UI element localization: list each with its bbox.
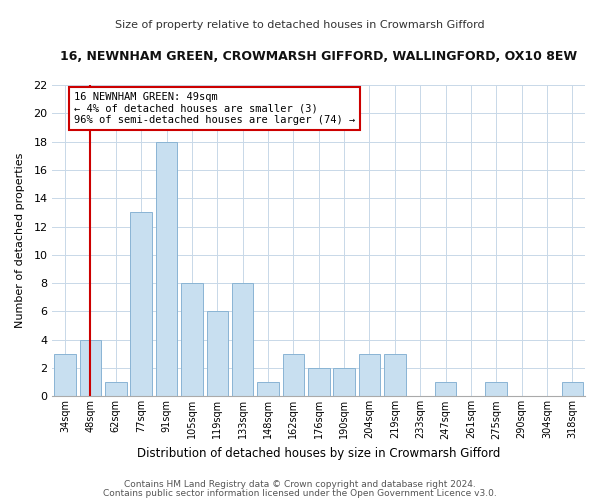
Bar — [232, 283, 253, 397]
Bar — [435, 382, 456, 396]
X-axis label: Distribution of detached houses by size in Crowmarsh Gifford: Distribution of detached houses by size … — [137, 447, 500, 460]
Bar — [105, 382, 127, 396]
Text: Size of property relative to detached houses in Crowmarsh Gifford: Size of property relative to detached ho… — [115, 20, 485, 30]
Bar — [206, 312, 228, 396]
Text: Contains public sector information licensed under the Open Government Licence v3: Contains public sector information licen… — [103, 488, 497, 498]
Bar — [562, 382, 583, 396]
Bar — [156, 142, 178, 396]
Bar — [181, 283, 203, 397]
Bar — [130, 212, 152, 396]
Y-axis label: Number of detached properties: Number of detached properties — [15, 153, 25, 328]
Bar — [257, 382, 279, 396]
Bar — [80, 340, 101, 396]
Bar — [359, 354, 380, 397]
Bar — [384, 354, 406, 397]
Title: 16, NEWNHAM GREEN, CROWMARSH GIFFORD, WALLINGFORD, OX10 8EW: 16, NEWNHAM GREEN, CROWMARSH GIFFORD, WA… — [60, 50, 577, 63]
Text: Contains HM Land Registry data © Crown copyright and database right 2024.: Contains HM Land Registry data © Crown c… — [124, 480, 476, 489]
Bar — [55, 354, 76, 397]
Bar — [308, 368, 329, 396]
Bar — [283, 354, 304, 397]
Bar — [485, 382, 507, 396]
Bar — [334, 368, 355, 396]
Text: 16 NEWNHAM GREEN: 49sqm
← 4% of detached houses are smaller (3)
96% of semi-deta: 16 NEWNHAM GREEN: 49sqm ← 4% of detached… — [74, 92, 355, 126]
